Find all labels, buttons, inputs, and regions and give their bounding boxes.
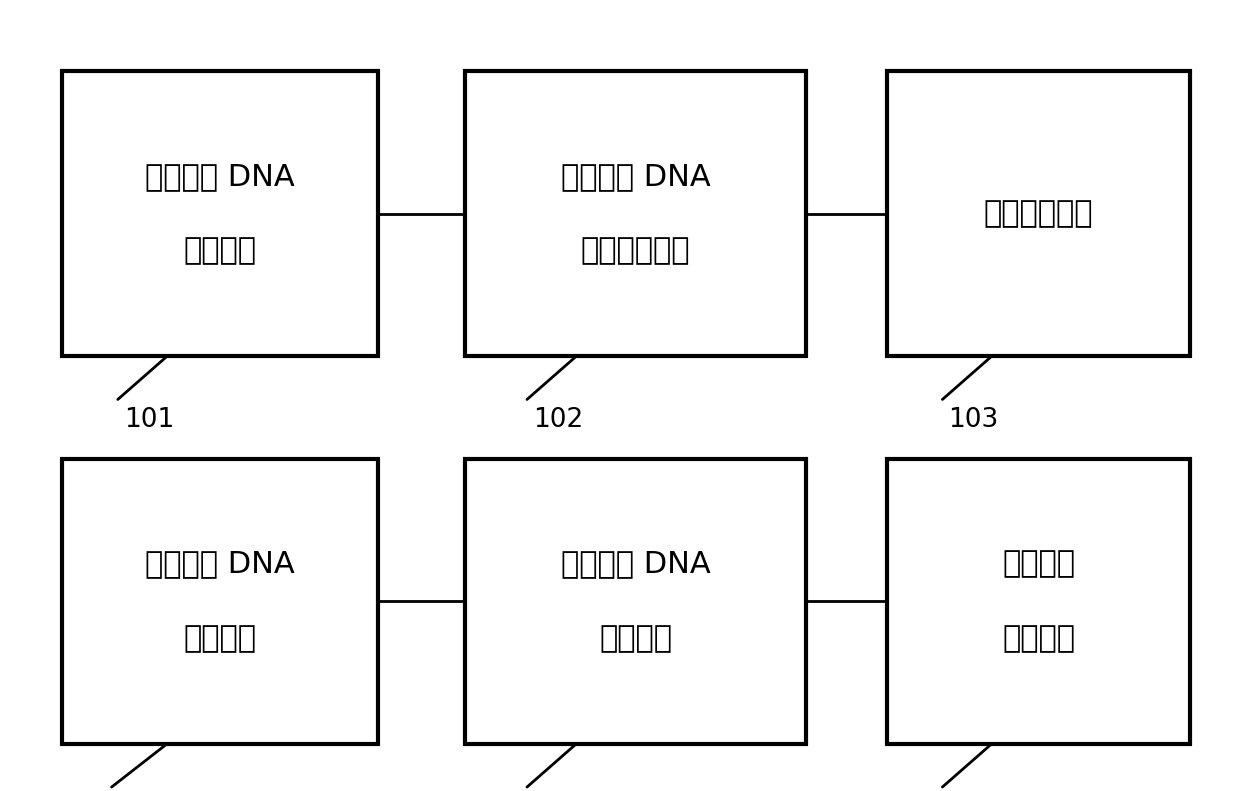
Bar xyxy=(465,71,806,356)
Text: 全基因组 DNA: 全基因组 DNA xyxy=(145,162,295,191)
Text: 样本处理单元: 样本处理单元 xyxy=(580,236,691,265)
Text: 杂交处理: 杂交处理 xyxy=(599,623,672,653)
Text: 样本分析单元: 样本分析单元 xyxy=(983,199,1094,228)
Bar xyxy=(887,71,1190,356)
Text: 102: 102 xyxy=(533,407,584,433)
Text: 101: 101 xyxy=(124,407,175,433)
Text: 提取单元: 提取单元 xyxy=(184,236,257,265)
Bar xyxy=(887,459,1190,744)
Text: 扩增处理: 扩增处理 xyxy=(1002,623,1075,653)
Text: 全基因组 DNA: 全基因组 DNA xyxy=(145,550,295,579)
Text: 全基因组 DNA: 全基因组 DNA xyxy=(560,162,711,191)
Text: 103: 103 xyxy=(949,407,999,433)
Bar xyxy=(62,71,378,356)
Bar xyxy=(62,459,378,744)
Text: 全基因组 DNA: 全基因组 DNA xyxy=(560,550,711,579)
Text: 变性处理: 变性处理 xyxy=(184,623,257,653)
Text: 杂交产物: 杂交产物 xyxy=(1002,550,1075,579)
Bar xyxy=(465,459,806,744)
